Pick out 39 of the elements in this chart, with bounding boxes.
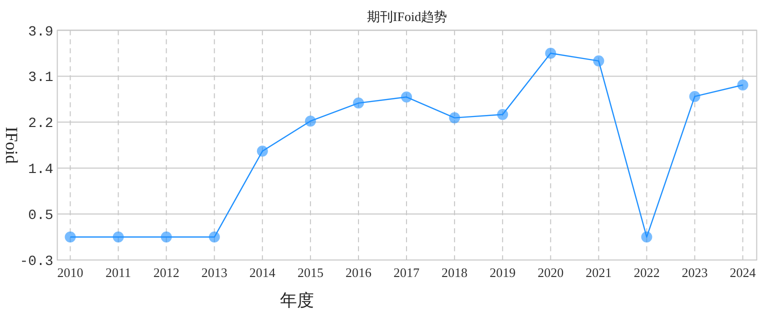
x-tick-label: 2015 xyxy=(297,265,324,280)
x-tick-label: 2022 xyxy=(634,265,660,280)
point xyxy=(112,232,124,243)
point xyxy=(593,55,604,66)
x-tick-label: 2018 xyxy=(442,265,468,280)
x-tick-label: 2013 xyxy=(201,265,228,280)
point xyxy=(737,79,748,90)
point xyxy=(256,146,268,157)
x-tick-label: 2012 xyxy=(153,265,180,280)
x-tick-label: 2014 xyxy=(249,265,276,280)
x-tick-label: 2017 xyxy=(394,265,420,280)
point xyxy=(497,109,508,120)
x-tick-label: 2024 xyxy=(730,265,756,280)
x-tick-label: 2019 xyxy=(490,265,516,280)
y-tick-label: 1.4 xyxy=(28,162,54,178)
x-tick-label: 2011 xyxy=(106,265,132,280)
point xyxy=(545,48,556,59)
point xyxy=(641,232,652,243)
x-tick-label: 2020 xyxy=(538,265,564,280)
point xyxy=(64,232,76,243)
y-tick-label: 2.2 xyxy=(28,116,54,132)
point xyxy=(689,90,700,102)
point xyxy=(449,112,460,124)
y-tick-label: 0.5 xyxy=(28,208,54,224)
y-tick-label: 3.9 xyxy=(28,24,54,40)
y-axis-title: IFoid xyxy=(2,126,21,164)
x-tick-label: 2021 xyxy=(586,265,612,280)
point xyxy=(352,98,364,109)
y-tick-label: -0.3 xyxy=(20,254,54,270)
point xyxy=(208,232,220,243)
point xyxy=(401,92,412,103)
x-tick-label: 2016 xyxy=(345,265,372,280)
x-axis-title: 年度 xyxy=(280,291,314,310)
point xyxy=(304,116,316,127)
point xyxy=(160,232,172,243)
y-tick-label: 3.1 xyxy=(28,70,54,86)
x-tick-label: 2010 xyxy=(57,265,84,280)
x-tick-label: 2023 xyxy=(682,265,708,280)
chart-title: 期刊IFoid趋势 xyxy=(366,9,448,24)
